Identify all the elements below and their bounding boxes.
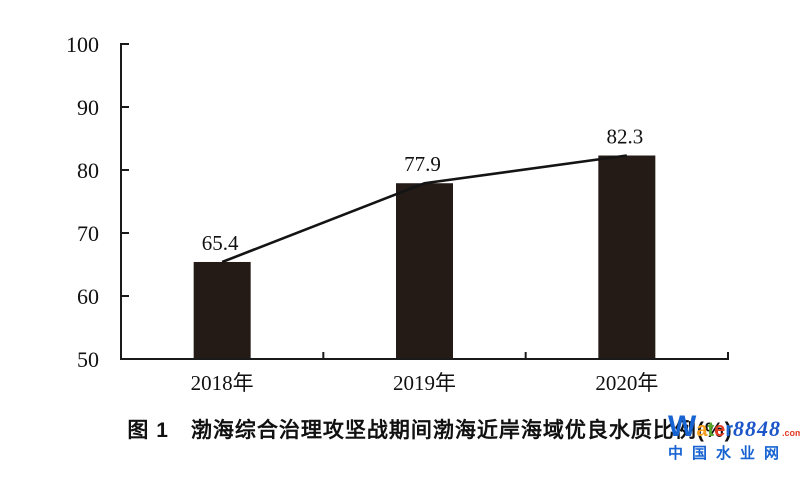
watermark-brand: W a t e r 8848 .com bbox=[668, 412, 800, 442]
y-axis-label: 100 bbox=[66, 32, 99, 57]
wm-letter-2: t bbox=[707, 419, 715, 441]
x-axis-label: 2019年 bbox=[393, 371, 456, 395]
data-label: 77.9 bbox=[404, 152, 441, 176]
data-label: 82.3 bbox=[606, 125, 643, 149]
wm-letter-4: r bbox=[725, 419, 734, 441]
watermark-chinese-name: 中国水业网 bbox=[668, 445, 789, 462]
x-axis-label: 2018年 bbox=[191, 371, 254, 395]
y-axis-label: 50 bbox=[77, 347, 99, 372]
wm-letter-1: a bbox=[696, 419, 708, 441]
bar bbox=[193, 261, 251, 359]
bar bbox=[598, 155, 656, 359]
data-label: 65.4 bbox=[202, 231, 239, 255]
y-axis-label: 90 bbox=[77, 95, 99, 120]
figure-caption: 图 1 渤海综合治理攻坚战期间渤海近岸海域优良水质比例(%) bbox=[127, 419, 733, 442]
wm-number: 8848 bbox=[733, 416, 782, 441]
wm-letter-3: e bbox=[714, 419, 726, 441]
watermark-logo: W a t e r 8848 .com 中国水业网 bbox=[668, 412, 800, 462]
y-axis-label: 80 bbox=[77, 158, 99, 183]
bar bbox=[396, 183, 453, 359]
y-axis-label: 70 bbox=[77, 221, 99, 246]
wm-dot-com: .com bbox=[782, 428, 800, 438]
x-axis-label: 2020年 bbox=[595, 371, 658, 395]
y-axis-label: 60 bbox=[77, 284, 99, 309]
trend-line bbox=[221, 154, 628, 264]
wm-letter-0: W bbox=[668, 410, 697, 443]
